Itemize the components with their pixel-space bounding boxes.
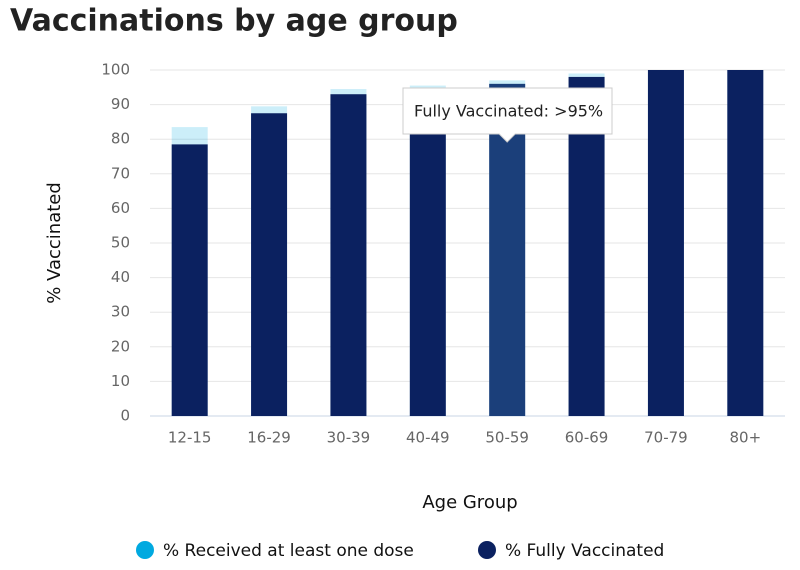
y-tick-label: 30	[111, 303, 130, 321]
legend-label[interactable]: % Fully Vaccinated	[505, 541, 664, 561]
y-tick-label: 80	[111, 130, 130, 148]
legend-marker	[478, 541, 496, 559]
tooltip-text: Fully Vaccinated: >95%	[414, 102, 603, 121]
y-tick-label: 40	[111, 268, 130, 286]
legend-marker	[136, 541, 154, 559]
x-tick-label: 16-29	[247, 429, 291, 447]
bar[interactable]	[647, 70, 684, 416]
x-tick-label: 12-15	[168, 429, 212, 447]
bar[interactable]	[330, 94, 367, 416]
x-tick-label: 80+	[729, 429, 761, 447]
bar[interactable]	[251, 113, 288, 416]
y-axis-label: % Vaccinated	[44, 182, 65, 304]
x-axis-label: Age Group	[422, 492, 517, 513]
tooltip-box	[402, 87, 613, 143]
bar[interactable]	[727, 70, 764, 416]
legend-label[interactable]: % Received at least one dose	[163, 541, 414, 561]
x-tick-label: 30-39	[327, 429, 371, 447]
x-tick-label: 40-49	[406, 429, 450, 447]
y-tick-label: 90	[111, 95, 130, 113]
y-tick-label: 10	[111, 372, 130, 390]
y-tick-label: 20	[111, 337, 130, 355]
y-tick-label: 0	[120, 407, 130, 425]
y-tick-label: 70	[111, 164, 130, 182]
x-tick-label: 60-69	[565, 429, 609, 447]
y-tick-label: 100	[101, 61, 130, 79]
chart-title: Vaccinations by age group	[10, 4, 458, 39]
x-tick-label: 70-79	[644, 429, 688, 447]
bar[interactable]	[171, 144, 208, 416]
bar[interactable]	[409, 89, 446, 416]
x-tick-label: 50-59	[485, 429, 529, 447]
y-tick-label: 60	[111, 199, 130, 217]
y-tick-label: 50	[111, 234, 130, 252]
